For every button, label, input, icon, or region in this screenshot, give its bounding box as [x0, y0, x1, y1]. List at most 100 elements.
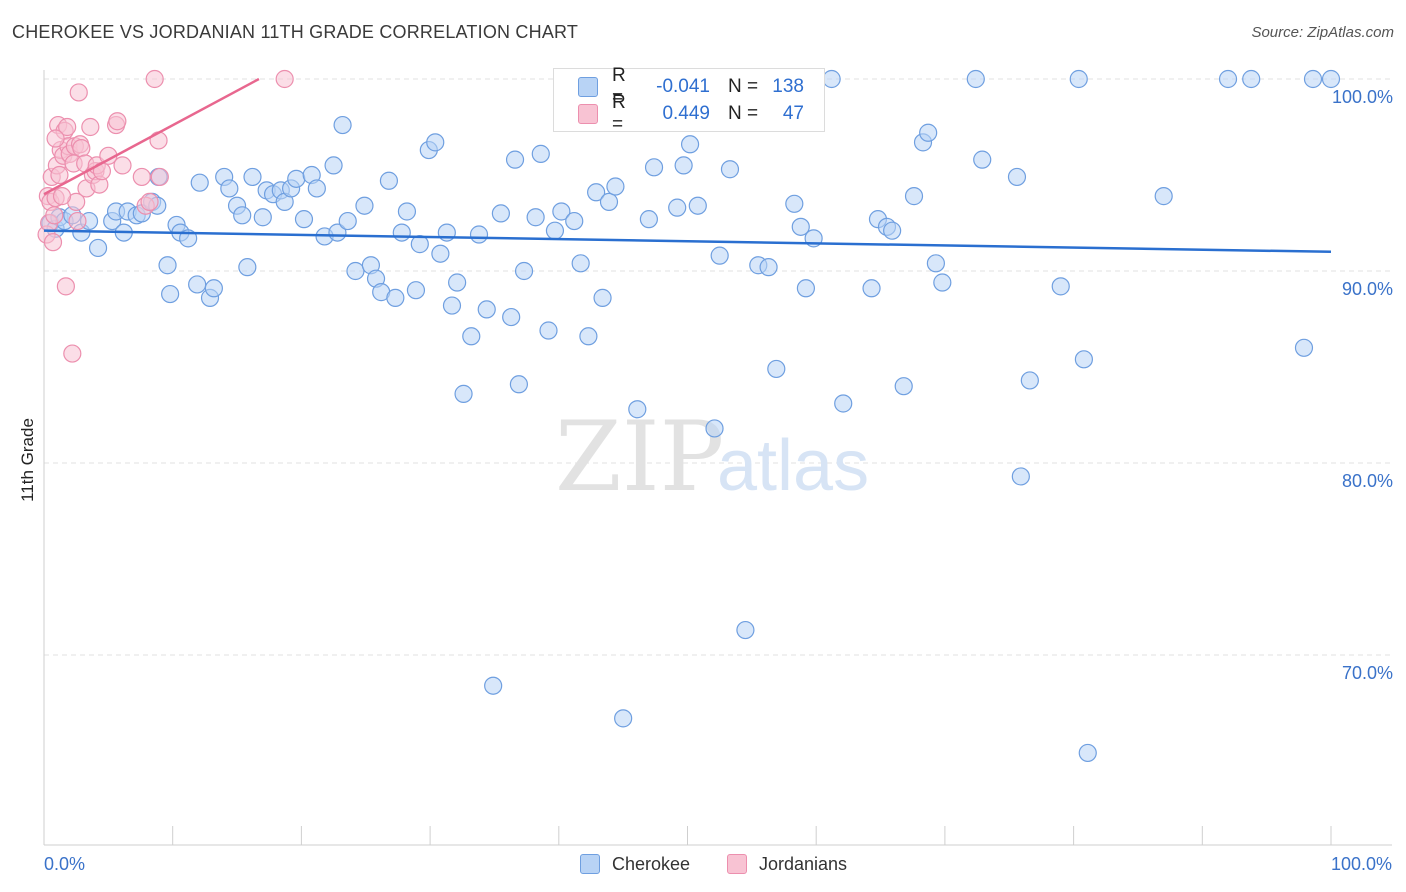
cherokee-point [462, 327, 481, 346]
trend-lines [43, 77, 1332, 254]
legend-r-value: -0.041 [656, 76, 710, 97]
cherokee-point [1069, 69, 1088, 89]
jordanian-point [145, 69, 164, 89]
cherokee-point [243, 167, 262, 187]
cherokee-point [333, 115, 352, 135]
cherokee-point [571, 254, 590, 273]
cherokee-point [688, 196, 707, 215]
cherokee-point [324, 156, 343, 175]
x-ticks [43, 826, 1332, 845]
legend-n-label: N = [728, 103, 759, 124]
cherokee-point [491, 204, 510, 223]
cherokee-point [1078, 743, 1097, 763]
cherokee-point [587, 183, 606, 202]
cherokee-point [477, 300, 496, 319]
jordanian-point [275, 69, 294, 89]
cherokee-point [883, 221, 902, 240]
cherokee-point [1321, 69, 1341, 89]
cherokee-point [1074, 350, 1093, 369]
cherokee-point [406, 281, 426, 300]
jordanian-point [45, 206, 64, 225]
legend-n-label: N = [728, 76, 759, 97]
cherokee-point [614, 709, 633, 728]
cherokee-point [454, 384, 473, 403]
y-tick-labels: 100.0% 90.0% 80.0% 70.0% [1332, 87, 1393, 683]
bottom-legend-swatch-pink [727, 854, 747, 874]
cherokee-point [505, 150, 525, 169]
jordanian-point [113, 156, 132, 175]
jordanian-point [149, 131, 168, 150]
cherokee-point [720, 160, 740, 179]
cherokee-point [565, 211, 584, 231]
y-tick-label: 100.0% [1332, 87, 1393, 107]
jordanian-trend-line [43, 77, 260, 196]
jordanian-point [56, 277, 75, 296]
cherokee-point [894, 377, 913, 396]
cherokee-point [736, 620, 755, 640]
legend-r-label: R = [612, 65, 626, 108]
cherokee-point [552, 202, 571, 221]
cherokee-point [190, 173, 209, 192]
grid-lines [44, 78, 1392, 656]
legend-row-cherokee: R = -0.041 N = 138 [578, 65, 804, 108]
legend-r-value: 0.449 [662, 103, 710, 124]
jordanian-point [108, 112, 127, 131]
cherokee-point [710, 246, 729, 265]
legend-n-value: 47 [782, 103, 804, 124]
watermark-atlas: atlas [717, 426, 869, 506]
cherokee-point [158, 256, 177, 275]
cherokee-point [759, 258, 778, 277]
cherokee-point [1051, 277, 1070, 296]
jordanian-point [140, 192, 159, 211]
source-label: Source: ZipAtlas.com [1251, 24, 1394, 41]
cherokee-point [973, 150, 992, 169]
cherokee-point [791, 217, 810, 236]
cherokee-point [705, 419, 724, 438]
cherokee-point [834, 394, 853, 413]
cherokee-point [966, 69, 985, 89]
legend-swatch-blue [578, 77, 598, 97]
cherokee-point [379, 171, 399, 190]
cherokee-point [469, 225, 489, 244]
legend-r-label: R = [612, 92, 626, 135]
cherokee-point [1011, 467, 1030, 486]
y-tick-label: 70.0% [1342, 663, 1393, 683]
cherokee-point [1154, 187, 1173, 206]
jordanian-point [46, 129, 65, 148]
jordanian-point [132, 167, 151, 187]
cherokee-point [448, 273, 467, 292]
cherokee-point [287, 169, 306, 188]
bottom-legend-label: Jordanians [759, 853, 848, 874]
cherokee-point [606, 177, 625, 196]
cherokee-point [386, 288, 405, 307]
bottom-legend-label: Cherokee [612, 853, 691, 874]
cherokee-point [1303, 69, 1323, 89]
cherokee-point [767, 359, 786, 379]
cherokee-point [539, 321, 558, 340]
cherokee-point [579, 327, 598, 346]
cherokee-point [1218, 69, 1238, 89]
cherokee-point [644, 158, 664, 177]
cherokee-point [188, 275, 207, 294]
cherokee-point [526, 208, 545, 227]
x-tick-label-max: 100.0% [1331, 854, 1392, 874]
cherokee-point [204, 279, 223, 298]
cherokee-point [680, 135, 700, 154]
cherokee-point [426, 133, 445, 152]
bottom-legend-swatch-blue [580, 854, 600, 874]
cherokee-point [919, 123, 938, 142]
jordanian-point [68, 211, 87, 231]
jordanian-point [43, 233, 63, 252]
cherokee-point [338, 211, 357, 231]
cherokee-point [668, 198, 687, 217]
jordanian-point [69, 83, 88, 102]
cherokee-point [253, 208, 272, 227]
watermark-zip: ZIP [555, 401, 724, 513]
cherokee-point [796, 279, 816, 298]
cherokee-point [431, 244, 450, 263]
legend-n-value: 138 [772, 76, 804, 97]
cherokee-point [531, 144, 550, 163]
cherokee-point [514, 261, 534, 281]
jordanian-point [81, 117, 100, 137]
cherokee-point [238, 258, 257, 277]
